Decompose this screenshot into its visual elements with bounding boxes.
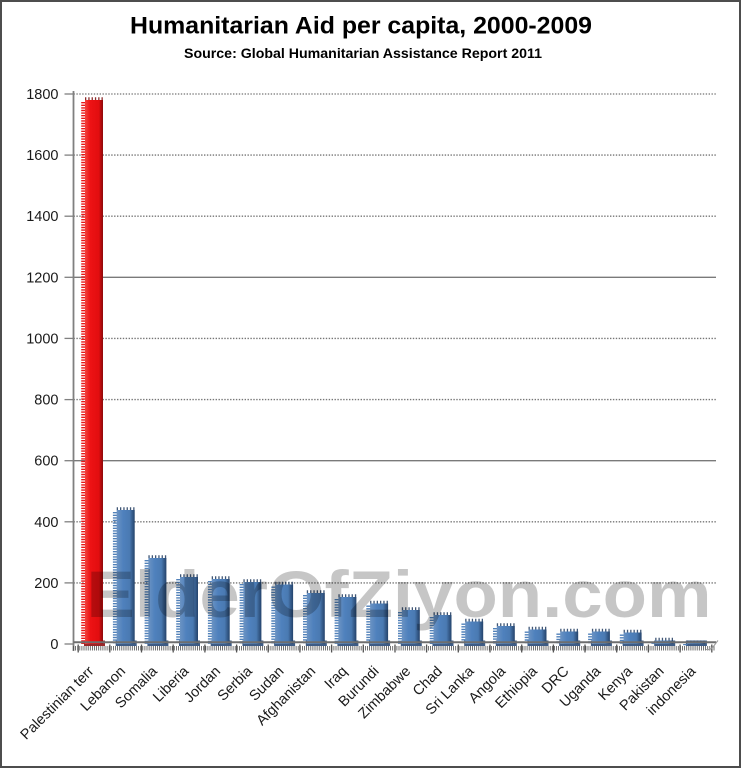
svg-text:Source: Global Humanitarian: Source: Global Humanitarian Assistance R… [184, 46, 543, 61]
svg-text:0: 0 [50, 637, 58, 653]
svg-text:1600: 1600 [26, 148, 58, 164]
svg-text:1200: 1200 [26, 270, 58, 286]
svg-text:1000: 1000 [26, 331, 58, 347]
svg-text:600: 600 [34, 454, 58, 470]
svg-text:1400: 1400 [26, 209, 58, 225]
svg-text:400: 400 [34, 515, 58, 531]
svg-text:Humanitarian Aid per capita, 2: Humanitarian Aid per capita, 2000-2009 [130, 13, 592, 40]
svg-text:200: 200 [34, 576, 58, 592]
svg-text:ElderOfZiyon.com: ElderOfZiyon.com [87, 557, 712, 631]
svg-text:1800: 1800 [26, 87, 58, 103]
svg-text:800: 800 [34, 393, 58, 409]
